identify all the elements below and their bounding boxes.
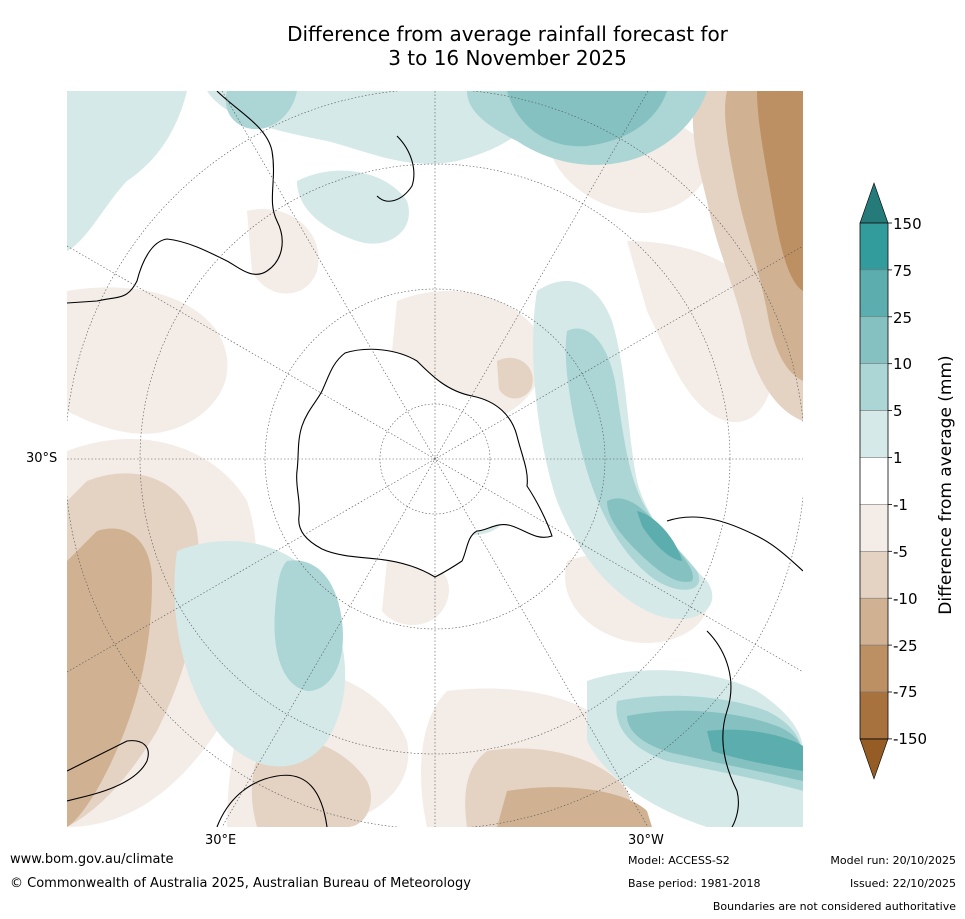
colorbar-segment-bm1_m5 bbox=[859, 504, 889, 552]
footer-disclaimer: Boundaries are not considered authoritat… bbox=[712, 900, 956, 913]
colorbar-label-25: 25 bbox=[893, 309, 913, 327]
lat-label-30s: 30°S bbox=[26, 451, 58, 466]
drier-core-areas bbox=[67, 91, 803, 827]
colorbar-title: Difference from average (mm) bbox=[936, 355, 956, 615]
colorbar-segment-b75_25 bbox=[859, 269, 889, 318]
footer-issued: Issued: 22/10/2025 bbox=[849, 877, 956, 890]
colorbar-segment-bm10_m25 bbox=[859, 597, 889, 646]
colorbar-label-5: 5 bbox=[893, 402, 903, 420]
rainfall-anomaly-map bbox=[67, 91, 803, 827]
colorbar bbox=[859, 182, 892, 780]
footer-base-period: Base period: 1981-2018 bbox=[628, 877, 761, 890]
colorbar-label-m25: -25 bbox=[893, 637, 918, 655]
colorbar-label-75: 75 bbox=[893, 262, 913, 280]
footer-url[interactable]: www.bom.gov.au/climate bbox=[10, 852, 174, 867]
colorbar-segment-bm5_m10 bbox=[859, 551, 889, 599]
graticule bbox=[67, 91, 803, 827]
colorbar-label-m10: -10 bbox=[893, 590, 918, 608]
lon-label-30e: 30°E bbox=[205, 833, 237, 848]
coastlines bbox=[67, 91, 803, 827]
footer-copyright: © Commonwealth of Australia 2025, Austra… bbox=[10, 876, 471, 891]
colorbar-over-triangle bbox=[859, 182, 889, 224]
footer-model-run: Model run: 20/10/2025 bbox=[830, 854, 956, 867]
wetter-core-areas bbox=[507, 91, 803, 781]
colorbar-label-m1: -1 bbox=[893, 496, 908, 514]
colorbar-segment-bm75_m150 bbox=[859, 691, 889, 740]
colorbar-segment-bm25_m75 bbox=[859, 644, 889, 693]
colorbar-segment-b25_10 bbox=[859, 316, 889, 364]
colorbar-segment-b5_1 bbox=[859, 410, 889, 458]
colorbar-label-10: 10 bbox=[893, 355, 913, 373]
colorbar-frame bbox=[859, 222, 889, 740]
title-line-1: Difference from average rainfall forecas… bbox=[287, 22, 728, 46]
colorbar-label-1: 1 bbox=[893, 449, 903, 467]
colorbar-label-m150: -150 bbox=[893, 730, 928, 748]
colorbar-under-triangle bbox=[859, 738, 889, 780]
colorbar-segment-b1_m1 bbox=[859, 457, 889, 505]
title-line-2: 3 to 16 November 2025 bbox=[388, 46, 627, 70]
colorbar-segment-b10_5 bbox=[859, 363, 889, 411]
colorbar-label-m5: -5 bbox=[893, 543, 908, 561]
footer-model: Model: ACCESS-S2 bbox=[628, 854, 730, 867]
lon-label-30w: 30°W bbox=[628, 833, 664, 848]
map-title: Difference from average rainfall forecas… bbox=[0, 22, 965, 70]
colorbar-segment-b150_75 bbox=[859, 222, 889, 271]
colorbar-label-150: 150 bbox=[893, 215, 922, 233]
colorbar-label-m75: -75 bbox=[893, 683, 918, 701]
antarctica-coastline bbox=[296, 348, 553, 578]
